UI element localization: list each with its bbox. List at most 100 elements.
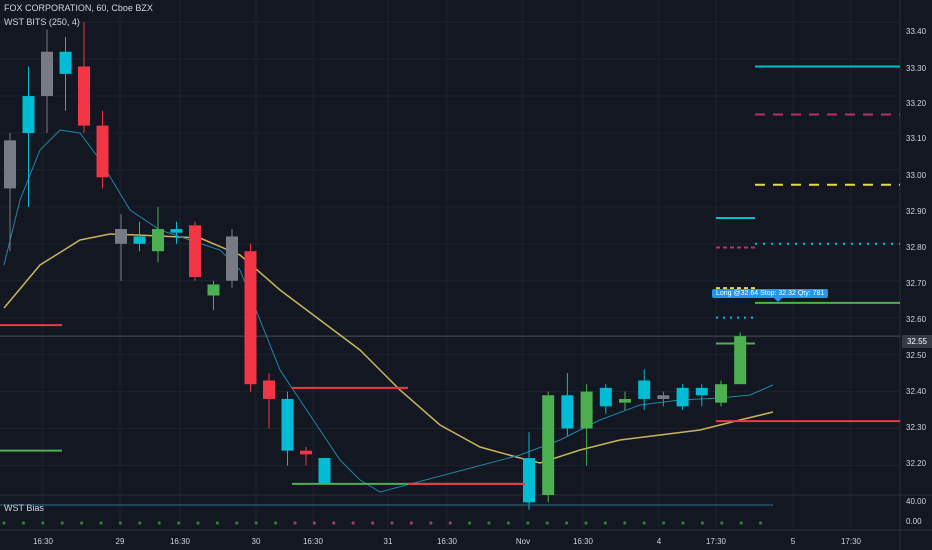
price-tick: 32.30: [906, 423, 927, 432]
bias-dot: [177, 521, 181, 525]
candle-body: [300, 450, 312, 455]
candle-body: [189, 225, 201, 278]
bias-dot: [720, 521, 724, 525]
bias-dot: [700, 521, 705, 525]
price-tick: 32.70: [906, 279, 927, 288]
bias-dot: [351, 521, 355, 525]
time-tick: 31: [383, 537, 393, 546]
candle-body: [4, 140, 16, 189]
candle-body: [715, 384, 727, 403]
time-tick: 16:30: [572, 537, 594, 546]
price-tick: 33.40: [906, 27, 927, 36]
lower-pane-tick: 0.00: [906, 517, 922, 526]
time-tick: Nov: [515, 537, 531, 546]
candle-body: [580, 391, 593, 429]
bias-dot: [157, 521, 161, 525]
candle-body: [170, 229, 183, 233]
bias-dot: [526, 521, 530, 525]
candle-body: [523, 458, 535, 503]
price-tick: 32.40: [906, 387, 927, 396]
candle-body: [78, 66, 90, 126]
candle-body: [695, 387, 708, 396]
bias-dot: [312, 521, 316, 525]
bias-dot: [506, 521, 510, 525]
bias-dot: [662, 521, 666, 525]
bias-dot: [429, 521, 433, 525]
candle-body: [599, 387, 612, 407]
candle-body: [561, 395, 574, 429]
trade-entry-label[interactable]: Long @32.64 Stop: 32.32 Qty: 781: [712, 289, 829, 302]
time-tick: 30: [251, 537, 261, 546]
candle-body: [133, 236, 146, 244]
bias-dot: [468, 521, 472, 525]
time-tick: 16:30: [436, 537, 458, 546]
time-tick: 17:30: [840, 537, 862, 546]
candle-body: [263, 380, 275, 399]
lower-pane-tick: 40.00: [906, 497, 927, 506]
bias-dot: [487, 521, 491, 525]
candle-body: [115, 229, 127, 244]
bias-dot: [448, 521, 452, 525]
bias-dot: [41, 521, 45, 525]
candle-body: [676, 387, 689, 407]
lower-pane-title: WST Bias: [4, 503, 44, 513]
bias-dot: [118, 521, 122, 525]
price-tick: 32.60: [906, 315, 927, 324]
bias-dot: [2, 521, 6, 525]
bias-dot: [254, 521, 258, 525]
bias-dot: [332, 521, 336, 525]
bias-dot: [21, 521, 25, 525]
candle-body: [22, 96, 35, 133]
time-tick: 5: [790, 537, 796, 546]
bias-dot: [681, 521, 685, 525]
time-tick: 29: [115, 537, 125, 546]
bias-dot: [60, 521, 64, 525]
candle-body: [41, 51, 53, 97]
bias-dot: [196, 521, 200, 525]
candle-body: [207, 284, 220, 296]
price-tick: 33.30: [906, 64, 927, 73]
trend-line: [3, 129, 774, 493]
time-tick: 16:30: [302, 537, 324, 546]
candle-body: [244, 251, 257, 385]
bias-dot: [390, 521, 394, 525]
bias-dot: [371, 521, 375, 525]
bias-dot: [99, 521, 103, 525]
bias-dot: [642, 521, 646, 525]
bias-dot: [759, 521, 763, 525]
candle-body: [619, 398, 631, 403]
time-tick: 16:30: [32, 537, 54, 546]
bias-dot: [739, 521, 743, 525]
bias-dot: [584, 521, 588, 525]
bias-dot: [80, 521, 84, 525]
candle-body: [657, 395, 670, 399]
indicator-title: WST BITS (250, 4): [4, 17, 80, 27]
bias-dot: [215, 521, 219, 525]
price-tick: 32.80: [906, 243, 927, 252]
bias-dot: [623, 521, 627, 525]
price-tick: 33.20: [906, 99, 927, 108]
bias-dot: [274, 521, 278, 525]
candle-body: [59, 51, 72, 74]
price-tick: 32.90: [906, 207, 927, 216]
candle-body: [542, 395, 555, 495]
symbol-title: FOX CORPORATION, 60, Cboe BZX: [4, 3, 153, 13]
candle-body: [638, 380, 651, 399]
candle-body: [96, 125, 109, 178]
price-tick: 33.00: [906, 171, 927, 180]
candle-body: [318, 458, 331, 484]
price-tick: 32.50: [906, 351, 927, 360]
bias-dot: [545, 521, 549, 525]
bias-dot: [235, 521, 239, 525]
price-tick: 32.20: [906, 459, 927, 468]
candle-body: [226, 236, 238, 281]
bias-dot: [293, 521, 297, 525]
candle-body: [152, 229, 164, 252]
bias-dot: [565, 521, 569, 525]
candle-body: [281, 398, 294, 451]
price-tick: 33.10: [906, 134, 927, 143]
time-tick: 4: [656, 537, 662, 546]
bias-dot: [603, 521, 608, 525]
bias-dot: [409, 521, 413, 525]
